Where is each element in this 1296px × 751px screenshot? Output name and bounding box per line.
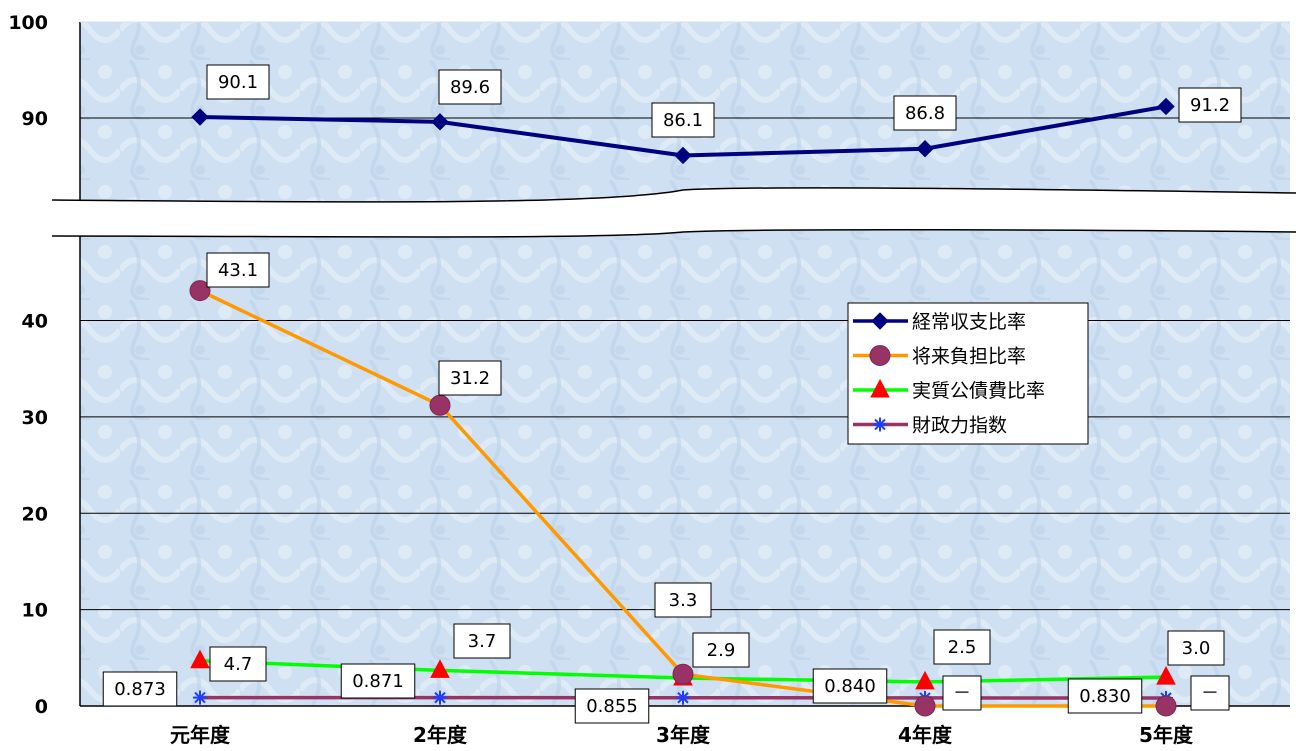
data-label-box [1178, 87, 1242, 123]
x-tick-label: 4年度 [898, 723, 953, 747]
data-point [191, 108, 209, 126]
data-point [914, 695, 936, 717]
y-tick-label: 0 [35, 696, 48, 718]
y-tick-label: 40 [22, 311, 48, 333]
data-point [915, 670, 935, 690]
data-label: 0.871 [352, 671, 404, 692]
data-label: 3.0 [1182, 638, 1211, 659]
data-label: 86.8 [905, 103, 945, 124]
axis-break-band [52, 187, 1296, 237]
data-label: － [953, 683, 971, 704]
data-label-box [933, 629, 991, 665]
data-point [672, 663, 694, 685]
data-point [433, 690, 447, 705]
data-label: 0.840 [824, 676, 876, 697]
legend-item: 財政力指数 [853, 415, 1007, 437]
data-point [431, 113, 449, 131]
data-point [1156, 666, 1176, 685]
data-label-box [206, 252, 270, 288]
legend-marker [869, 345, 891, 366]
data-label: 0.855 [586, 696, 638, 717]
data-label: 2.9 [707, 640, 736, 661]
data-label-box [209, 646, 267, 682]
x-tick-label: 2年度 [413, 723, 468, 747]
y-tick-label: 10 [22, 600, 48, 622]
data-point [916, 140, 934, 158]
y-tick-label: 20 [22, 503, 48, 525]
data-label: 4.7 [224, 654, 253, 675]
x-tick-label: 元年度 [170, 723, 231, 747]
data-point [676, 690, 690, 705]
data-point [1155, 695, 1177, 717]
legend-label: 将来負担比率 [912, 346, 1026, 368]
data-label: － [1201, 683, 1219, 704]
y-tick-label: 100 [8, 12, 48, 34]
legend-item: 実質公債費比率 [853, 378, 1045, 402]
legend-marker [870, 378, 890, 398]
data-point [193, 690, 207, 705]
axis-break-line [51, 187, 1296, 203]
data-label: 2.5 [948, 637, 977, 658]
data-label: 89.6 [450, 77, 490, 98]
data-label-box [942, 675, 982, 711]
legend-marker [871, 312, 889, 330]
legend-box [847, 302, 1089, 445]
legend-label: 実質公債費比率 [912, 380, 1045, 402]
data-label: 91.2 [1190, 95, 1230, 116]
data-label-box [102, 671, 178, 707]
data-label-box [438, 360, 502, 396]
data-label: 90.1 [218, 72, 258, 93]
legend-item: 将来負担比率 [853, 345, 1026, 368]
data-label-box [1167, 630, 1225, 666]
data-label-box [574, 688, 650, 724]
data-label: 0.873 [114, 679, 166, 700]
data-label-box [893, 95, 957, 131]
data-label-box [206, 64, 270, 100]
data-label-box [812, 668, 888, 704]
data-label-box [692, 632, 750, 668]
x-tick-label: 3年度 [656, 723, 711, 747]
data-label: 0.830 [1079, 686, 1131, 707]
data-point [674, 146, 692, 165]
data-label: 43.1 [218, 260, 258, 281]
data-label-box [651, 102, 715, 138]
y-tick-label: 90 [22, 108, 48, 130]
data-label: 31.2 [450, 368, 490, 389]
data-label-box [1190, 675, 1230, 711]
data-label: 3.3 [669, 590, 698, 611]
data-label-box [453, 623, 511, 659]
data-label: 86.1 [663, 110, 703, 131]
legend-item: 経常収支比率 [853, 311, 1026, 333]
data-point [189, 280, 211, 302]
data-point [429, 394, 451, 416]
x-tick-label: 5年度 [1139, 723, 1194, 747]
data-label-box [340, 663, 416, 699]
data-label-box [1067, 678, 1143, 714]
legend-label: 経常収支比率 [912, 311, 1026, 333]
data-label-box [654, 582, 712, 618]
legend-marker [873, 417, 887, 432]
axis-break-line [51, 228, 1296, 238]
data-label-box [438, 69, 502, 105]
legend-label: 財政力指数 [912, 415, 1007, 437]
data-point [430, 659, 450, 678]
data-point [1157, 97, 1175, 116]
data-label: 3.7 [468, 631, 497, 652]
y-tick-label: 30 [22, 407, 48, 429]
data-point [190, 649, 210, 669]
